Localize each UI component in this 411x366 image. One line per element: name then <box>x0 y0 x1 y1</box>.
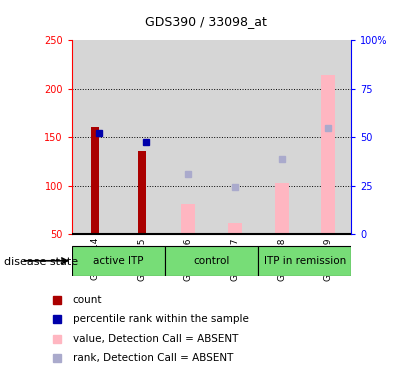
Text: count: count <box>73 295 102 305</box>
Bar <box>72 246 165 276</box>
Text: control: control <box>194 256 230 266</box>
Bar <box>165 246 258 276</box>
Bar <box>228 223 242 234</box>
Bar <box>275 183 289 234</box>
Text: active ITP: active ITP <box>93 256 144 266</box>
Text: disease state: disease state <box>4 257 78 267</box>
Text: percentile rank within the sample: percentile rank within the sample <box>73 314 249 324</box>
Bar <box>118 40 165 234</box>
Text: value, Detection Call = ABSENT: value, Detection Call = ABSENT <box>73 334 238 344</box>
Bar <box>91 127 99 234</box>
Bar <box>165 40 212 234</box>
Bar <box>212 40 258 234</box>
Text: ITP in remission: ITP in remission <box>264 256 346 266</box>
Text: rank, Detection Call = ABSENT: rank, Detection Call = ABSENT <box>73 353 233 363</box>
Bar <box>258 40 305 234</box>
Bar <box>72 40 118 234</box>
Bar <box>181 204 195 234</box>
Bar <box>138 151 146 234</box>
Bar <box>258 246 351 276</box>
Text: GDS390 / 33098_at: GDS390 / 33098_at <box>145 15 266 28</box>
Bar <box>321 75 335 234</box>
Bar <box>305 40 351 234</box>
